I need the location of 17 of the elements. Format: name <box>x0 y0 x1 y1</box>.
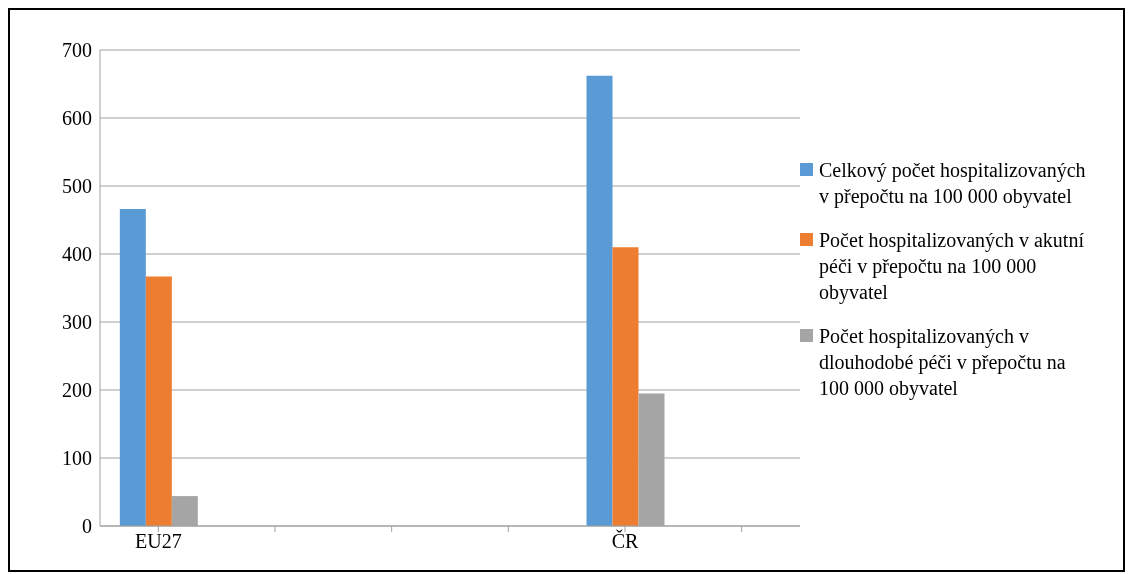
y-tick-label: 200 <box>62 379 92 402</box>
bar <box>145 276 172 526</box>
legend-label: Počet hospitalizovaných v dlouhodobé péči v přepočtu na 100 000 obyvatel <box>819 324 1067 401</box>
bar <box>586 75 613 526</box>
y-tick-label: 0 <box>82 515 92 538</box>
bar <box>119 209 146 526</box>
y-tick-label: 300 <box>62 311 92 334</box>
y-tick-label: 700 <box>62 39 92 62</box>
bar <box>612 247 639 526</box>
x-tick-label: EU27 <box>135 530 182 553</box>
y-tick-label: 500 <box>62 175 92 198</box>
legend-label: Celkový počet hospitalizovaných v přepočtu na 100 000 obyvatel <box>819 158 1087 209</box>
y-tick-label: 100 <box>62 447 92 470</box>
y-tick-label: 600 <box>62 107 92 130</box>
x-tick-label: ČR <box>611 529 639 553</box>
legend-label: Počet hospitalizovaných v akutní péči v přepočtu na 100 000 obyvatel <box>819 228 1085 305</box>
y-tick-label: 400 <box>62 243 92 266</box>
